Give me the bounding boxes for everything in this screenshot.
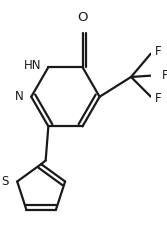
Text: HN: HN (24, 59, 41, 72)
Text: S: S (2, 175, 9, 188)
Text: F: F (154, 92, 161, 105)
Text: F: F (154, 45, 161, 58)
Text: O: O (77, 11, 88, 24)
Text: N: N (15, 90, 24, 103)
Text: F: F (162, 69, 167, 82)
